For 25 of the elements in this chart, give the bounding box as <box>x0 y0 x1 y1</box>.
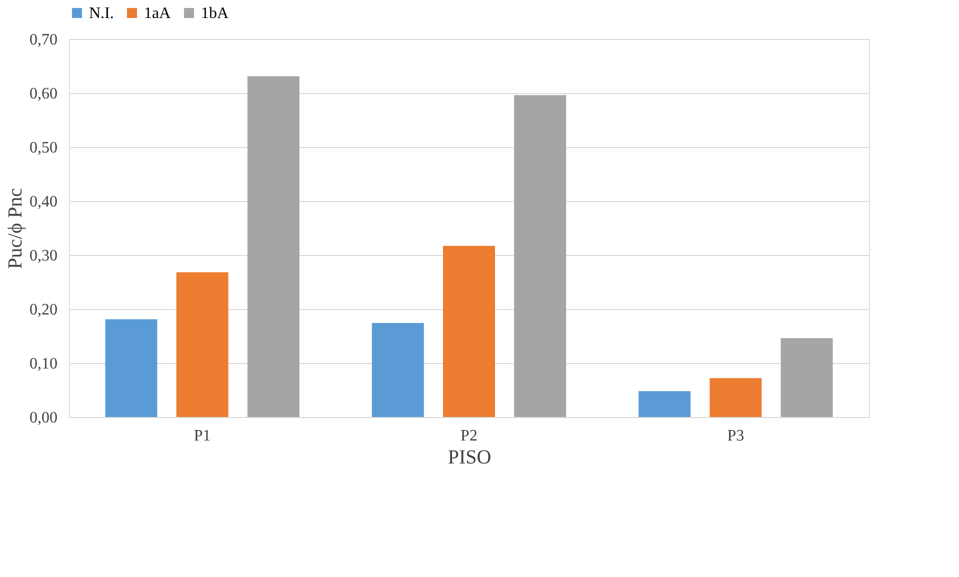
y-tick-label: 0,10 <box>30 356 58 372</box>
bar <box>638 391 691 417</box>
bar <box>443 246 495 417</box>
bar <box>710 378 762 417</box>
x-tick-label: P1 <box>194 428 211 444</box>
legend-label: 1bA <box>201 5 229 22</box>
x-tick-label: P2 <box>460 428 478 444</box>
bar <box>780 338 833 417</box>
x-tick-label: P3 <box>727 428 744 444</box>
y-tick-label: 0,20 <box>30 302 58 318</box>
x-axis-title: PISO <box>448 446 492 468</box>
y-tick-label: 0,50 <box>30 140 58 156</box>
legend-label: N.I. <box>89 5 114 22</box>
y-tick-label: 0,30 <box>30 248 58 264</box>
bar <box>176 272 228 417</box>
legend-label: 1aA <box>144 5 172 22</box>
bar <box>514 95 566 417</box>
bar <box>372 323 424 417</box>
bar <box>105 319 158 417</box>
y-tick-label: 0,70 <box>30 32 58 48</box>
bar <box>247 76 300 417</box>
y-tick-label: 0,40 <box>30 194 58 210</box>
y-tick-label: 0,60 <box>30 86 58 102</box>
y-tick-label: 0,00 <box>30 410 58 426</box>
y-axis-title: Puc/ϕ Pnc <box>4 188 26 270</box>
